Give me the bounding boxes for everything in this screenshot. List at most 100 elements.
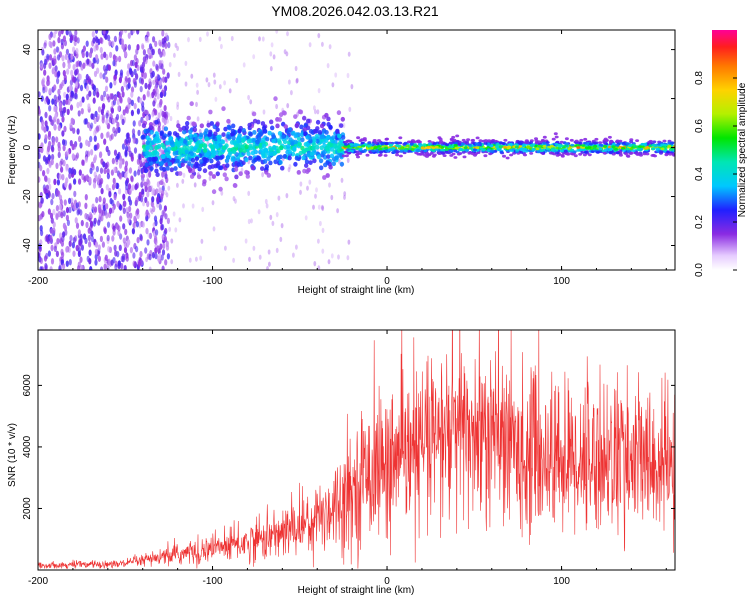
spectrogram-cell — [455, 150, 460, 154]
spectrogram-cell — [161, 223, 165, 231]
spectrogram-cell — [319, 134, 325, 140]
spectrogram-cell — [129, 246, 133, 254]
spectrogram-cell — [540, 138, 545, 142]
spectrogram-cell — [109, 197, 113, 205]
spectrogram-cell — [270, 125, 275, 131]
spectrogram-cell — [211, 189, 217, 195]
spectrogram-cell — [84, 212, 88, 220]
spectrogram-cell — [110, 107, 114, 114]
spectrogram-cell — [87, 234, 91, 242]
spectrogram-cell — [218, 165, 224, 171]
spectrogram-cell — [265, 136, 270, 142]
spectrogram-cell — [204, 128, 209, 134]
spectrogram-cell — [236, 135, 242, 141]
spectrogram-cell — [60, 38, 64, 46]
spectrogram-cell — [344, 154, 349, 158]
spectrogram-cell — [582, 148, 587, 152]
spectrogram-cell — [155, 88, 159, 94]
spectrogram-cell — [292, 252, 295, 258]
spectrogram-cell — [100, 132, 104, 139]
spectrogram-cell — [143, 181, 148, 187]
spectrogram-cell — [128, 188, 132, 195]
spectrogram-cell — [261, 125, 267, 131]
snr-xlabel: Height of straight line (km) — [298, 585, 415, 596]
spectrogram-cell — [184, 81, 188, 87]
spectrogram-cell — [119, 204, 123, 211]
spectrogram-cell — [343, 194, 346, 200]
spectrogram-cell — [131, 184, 135, 191]
spectrogram-cell — [554, 135, 559, 139]
spectrogram-cell — [85, 85, 89, 92]
spectrogram-cell — [45, 184, 49, 191]
spectrogram-cell — [456, 152, 461, 156]
spectrogram-cell — [137, 129, 141, 137]
spectrogram-cell — [159, 131, 164, 137]
spectrogram-cell — [104, 85, 109, 93]
spectrogram-cell — [74, 82, 78, 89]
spectrogram-cell — [132, 137, 136, 144]
spectrogram-cell — [71, 143, 75, 151]
spectrogram-cell — [223, 80, 227, 86]
spectrogram-cell — [75, 222, 80, 229]
spectrogram-cell — [107, 34, 111, 42]
spectrogram-cell — [132, 30, 136, 34]
x-tick-label: 100 — [553, 576, 570, 587]
spectrogram-cell — [288, 137, 293, 143]
spectrogram-cell — [241, 127, 246, 133]
spectrogram-cell — [356, 136, 361, 140]
spectrogram-cell — [106, 234, 110, 242]
spectrogram-cell — [252, 245, 256, 251]
spectrogram-cell — [57, 94, 62, 101]
spectrogram-cell — [214, 96, 218, 102]
spectrogram-cell — [360, 141, 365, 145]
spectrogram-cell — [280, 223, 284, 229]
spectrogram-cell — [176, 123, 181, 129]
spectrogram-cell — [156, 93, 160, 100]
spectrogram-cell — [58, 30, 62, 38]
spectrogram-cell — [462, 155, 467, 159]
spectrogram-cell — [463, 146, 468, 150]
spectrogram-cell — [160, 142, 165, 148]
spectrogram-cell — [70, 69, 74, 77]
spectrogram-cell — [66, 68, 70, 75]
spectrogram-cell — [328, 124, 333, 130]
spectrogram-cell — [117, 225, 121, 232]
spectrogram-cell — [96, 91, 100, 98]
spectrogram-cell — [536, 150, 541, 154]
spectrogram-cell — [277, 140, 282, 145]
spectrogram-cell — [655, 147, 660, 151]
spectrogram-cell — [172, 151, 177, 156]
spectrogram-cell — [587, 153, 592, 157]
spectrogram-cell — [152, 222, 156, 228]
spectrogram-cell — [505, 156, 510, 160]
spectrogram-cell — [221, 145, 227, 151]
spectrogram-cell — [337, 254, 340, 260]
spectrogram-cell — [119, 173, 123, 180]
spectrogram-cell — [611, 142, 616, 146]
spectrogram-cell — [90, 79, 94, 86]
spectrogram-cell — [62, 35, 66, 42]
spectrogram-cell — [244, 157, 249, 163]
spectrogram-cell — [64, 181, 68, 188]
spectrogram-cell — [317, 238, 320, 244]
spectrogram-cell — [116, 121, 120, 129]
spectrogram-cell — [87, 103, 91, 110]
spectrogram-cell — [495, 145, 499, 149]
spectrogram-cell — [119, 215, 123, 222]
spectrogram-cell — [227, 147, 232, 153]
spectrogram-cell — [175, 132, 180, 138]
spectrogram-cell — [118, 188, 122, 195]
spectrogram-cell — [159, 108, 163, 114]
spectrogram-cell — [511, 148, 516, 151]
spectrogram-cell — [103, 227, 107, 234]
spectrogram-cell — [42, 77, 46, 84]
spectrogram-cell — [230, 128, 236, 134]
spectrogram-cell — [325, 146, 330, 152]
spectrogram-cell — [81, 96, 85, 103]
spectrogram-cell — [126, 70, 130, 77]
spectrogram-cell — [52, 136, 56, 143]
spectrogram-cell — [48, 183, 52, 191]
spectrogram-cell — [170, 259, 174, 265]
spectrogram-cell — [146, 89, 150, 97]
spectrogram-cell — [377, 154, 382, 157]
